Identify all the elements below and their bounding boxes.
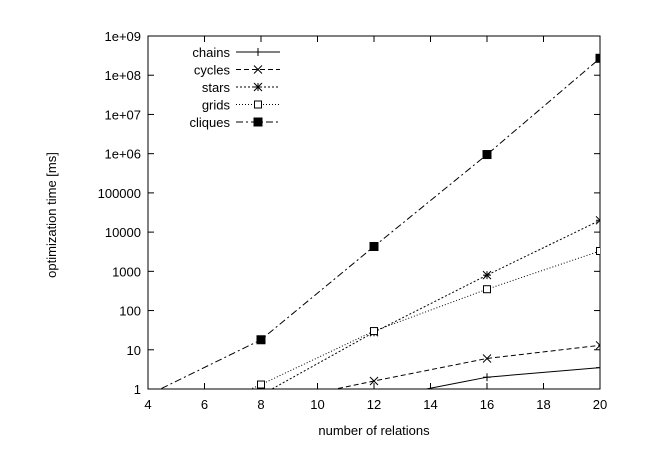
y-axis-title: optimization time [ms]	[44, 152, 59, 278]
data-point	[256, 335, 266, 345]
data-point	[483, 285, 491, 294]
y-axis: 1 10 100 1000 10000 100000 1e+06 1e+07 1e+08 1e+0…	[98, 29, 600, 397]
legend-item: cliques	[190, 115, 280, 130]
legend-marker	[254, 100, 262, 109]
x-tick-label: 16	[480, 397, 494, 412]
series-cliques	[159, 53, 600, 389]
data-point	[145, 431, 152, 438]
data-point	[482, 150, 492, 160]
legend-item: grids	[202, 98, 280, 113]
y-tick-label: 1e+07	[104, 107, 141, 122]
data-point	[482, 354, 492, 363]
y-tick-label: 1e+08	[104, 68, 141, 83]
legend-label: cycles	[194, 63, 231, 78]
legend-item: stars	[202, 80, 280, 95]
y-tick-label: 100	[119, 304, 141, 319]
legend-item: cycles	[194, 63, 280, 78]
legend-item: chains	[192, 45, 280, 60]
data-point	[369, 376, 379, 386]
data-point	[257, 380, 265, 389]
y-tick-label: 10	[127, 343, 141, 358]
legend-marker	[254, 48, 262, 56]
legend-marker	[253, 117, 263, 127]
series-cycles	[144, 340, 600, 453]
legend-marker	[253, 65, 263, 74]
y-tick-label: 1	[134, 382, 141, 397]
data-point	[370, 327, 378, 336]
x-tick-label: 6	[201, 397, 208, 412]
y-tick-label: 100000	[98, 186, 141, 201]
data-point	[595, 215, 600, 225]
x-axis-title: number of relations	[318, 423, 430, 438]
series-chains	[257, 363, 600, 425]
y-tick-label: 10000	[105, 225, 141, 240]
series-group	[144, 53, 600, 453]
y-tick-label: 1e+09	[104, 29, 141, 44]
x-tick-label: 8	[257, 397, 264, 412]
data-point	[483, 373, 491, 382]
data-point	[369, 241, 379, 251]
legend-label: grids	[202, 98, 231, 113]
legend-marker	[253, 82, 263, 92]
data-point	[482, 270, 492, 280]
series-grids	[145, 246, 600, 438]
x-tick-label: 18	[536, 397, 550, 412]
series-line	[423, 367, 600, 389]
legend-label: chains	[192, 45, 230, 60]
data-point	[596, 246, 600, 255]
legend-label: cliques	[190, 115, 231, 130]
x-tick-label: 20	[593, 397, 607, 412]
legend: chains cycles stars grids cliques	[190, 45, 280, 130]
y-tick-label: 1e+06	[104, 147, 141, 162]
x-tick-label: 10	[310, 397, 324, 412]
legend-label: stars	[202, 80, 231, 95]
data-point	[257, 417, 265, 425]
data-point	[144, 445, 152, 453]
x-tick-label: 12	[367, 397, 381, 412]
data-point	[595, 53, 600, 63]
data-point	[144, 440, 152, 448]
x-tick-label: 4	[144, 397, 151, 412]
series-line	[249, 250, 600, 389]
x-tick-label: 14	[423, 397, 437, 412]
y-tick-label: 1000	[112, 264, 141, 279]
data-point	[596, 363, 600, 372]
data-point	[595, 340, 600, 350]
x-axis: 4 6 8 10 12 14 16 18 20	[144, 36, 607, 412]
